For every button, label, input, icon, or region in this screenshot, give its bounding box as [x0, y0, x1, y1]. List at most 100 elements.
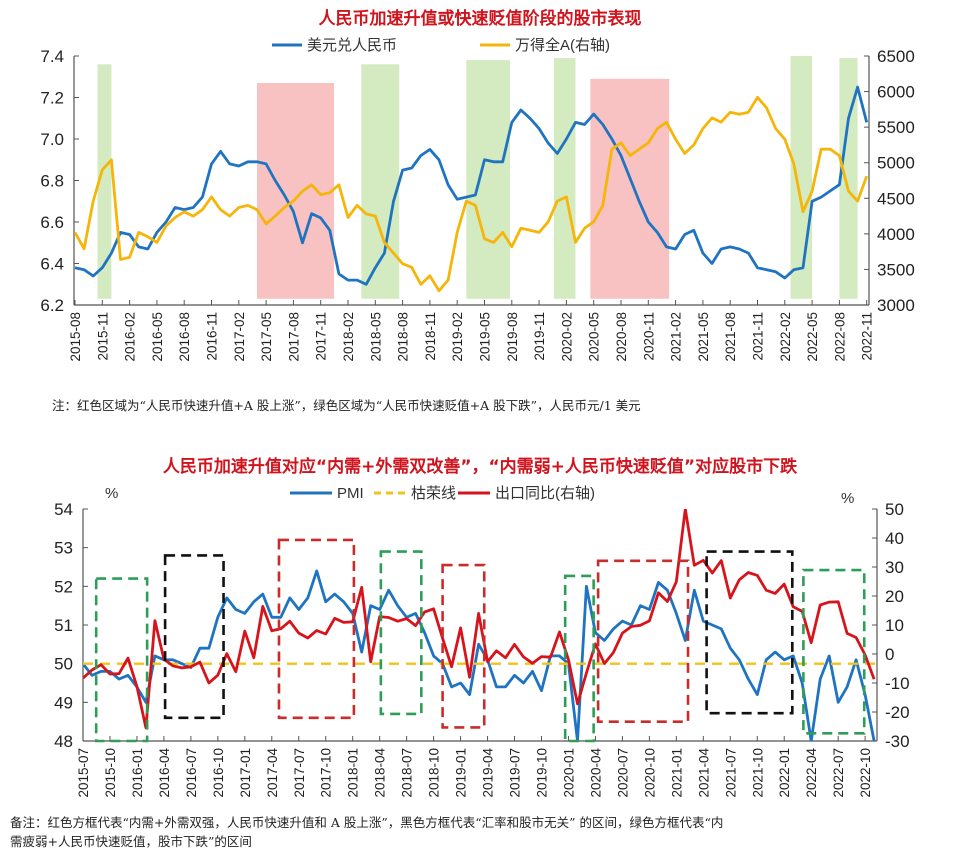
x-tick-label: 2016-01: [130, 748, 145, 798]
series-line-0: [74, 85, 869, 286]
x-tick-label: 2018-02: [341, 312, 356, 362]
shaded-region-green: [553, 58, 576, 299]
box-black: [705, 550, 794, 715]
right-tick-label: 5500: [877, 118, 915, 137]
legend-label: 出口同比(右轴): [495, 485, 595, 502]
x-tick-label: 2020-10: [642, 748, 657, 798]
x-tick-label: 2018-10: [427, 748, 442, 798]
series-line-2: [83, 509, 876, 730]
left-tick-label: 54: [54, 500, 73, 519]
right-tick-label: 4500: [877, 189, 915, 208]
x-tick-label: 2015-08: [68, 312, 83, 362]
box-green: [802, 568, 866, 735]
x-tick-label: 2019-11: [532, 312, 547, 361]
legend-label: 美元兑人民币: [307, 37, 397, 54]
left-tick-label: 49: [54, 693, 73, 712]
shaded-region-red: [257, 82, 335, 299]
chart1-title: 人民币加速升值或快速贬值阶段的股市表现: [318, 9, 642, 29]
right-tick-label: 6000: [877, 83, 915, 102]
x-tick-label: 2015-11: [95, 312, 110, 361]
x-tick-label: 2019-04: [481, 748, 496, 798]
shaded-region-red: [590, 78, 670, 299]
right-axis-unit: %: [841, 490, 854, 507]
box-black: [163, 554, 225, 720]
x-tick-label: 2022-01: [777, 748, 792, 798]
right-tick-label: -10: [885, 674, 910, 693]
right-tick-label: 40: [885, 529, 904, 548]
x-tick-label: 2016-02: [123, 312, 138, 362]
right-tick-label: 3000: [877, 296, 915, 315]
x-tick-label: 2019-10: [534, 748, 549, 798]
x-tick-label: 2019-08: [505, 312, 520, 362]
right-tick-label: 50: [885, 500, 904, 519]
right-tick-label: 6500: [877, 47, 915, 66]
x-tick-label: 2021-01: [669, 748, 684, 798]
x-tick-label: 2017-10: [319, 748, 334, 798]
x-tick-label: 2019-01: [454, 748, 469, 798]
x-tick-label: 2020-08: [614, 312, 629, 362]
x-tick-label: 2017-08: [286, 312, 301, 362]
chart2-note-line1: 备注：红色方框代表“内需+外需双强，人民币快速升值和 A 股上涨”，黑色方框代表…: [10, 815, 724, 830]
left-tick-label: 6.2: [40, 296, 64, 315]
x-tick-label: 2020-04: [588, 748, 603, 798]
box-red: [596, 559, 690, 723]
shaded-region-green: [839, 58, 858, 299]
shaded-region-green: [97, 64, 112, 299]
x-tick-label: 2020-05: [587, 312, 602, 362]
x-tick-label: 2017-05: [259, 312, 274, 362]
x-tick-label: 2020-07: [615, 748, 630, 798]
x-tick-label: 2021-08: [723, 312, 738, 362]
right-tick-label: 10: [885, 616, 904, 635]
x-tick-label: 2017-01: [238, 748, 253, 798]
left-tick-label: 7.2: [40, 89, 64, 108]
box-green: [379, 550, 423, 716]
x-tick-label: 2021-07: [723, 748, 738, 798]
x-tick-label: 2015-07: [76, 748, 91, 798]
x-tick-label: 2017-11: [314, 312, 329, 361]
box-green: [563, 574, 595, 743]
plot-area: [83, 509, 877, 741]
x-tick-label: 2022-10: [858, 748, 873, 798]
left-axis-unit: %: [105, 485, 118, 502]
left-tick-label: 7.0: [40, 130, 64, 149]
legend-label: 枯荣线: [411, 485, 456, 502]
x-tick-label: 2017-02: [232, 312, 247, 362]
x-tick-label: 2019-07: [508, 748, 523, 798]
x-tick-label: 2018-04: [373, 748, 388, 798]
x-tick-label: 2015-10: [103, 748, 118, 798]
left-tick-label: 6.6: [40, 213, 64, 232]
chart2-pmi-vs-exports: 54 53 52 51 50 49 48 50 40 30 20 10 0 -10 -20 -30 2015-0…: [54, 485, 910, 798]
x-tick-label: 2016-04: [157, 748, 172, 798]
x-tick-label: 2022-04: [804, 748, 819, 798]
x-tick-label: 2018-08: [396, 312, 411, 362]
x-tick-label: 2020-11: [641, 312, 656, 361]
series-line-1: [74, 95, 869, 293]
series-line-0: [83, 569, 876, 741]
right-tick-label: -30: [885, 732, 910, 751]
legend-label: PMI: [337, 485, 364, 502]
chart2-note-line2: 需疲弱+人民币快速贬值，股市下跌”的区间: [10, 834, 252, 849]
x-tick-label: 2018-07: [400, 748, 415, 798]
x-tick-label: 2021-02: [669, 312, 684, 362]
left-tick-label: 48: [54, 732, 73, 751]
left-tick-label: 6.8: [40, 172, 64, 191]
x-tick-label: 2017-07: [292, 748, 307, 798]
right-tick-label: 5000: [877, 154, 915, 173]
x-tick-label: 2022-08: [832, 312, 847, 362]
chart2-title: 人民币加速升值对应“内需+外需双改善”，“内需弱+人民币快速贬值”对应股市下跌: [162, 457, 798, 477]
right-tick-label: -20: [885, 703, 910, 722]
x-tick-label: 2016-08: [177, 312, 192, 362]
x-tick-label: 2016-05: [150, 312, 165, 362]
x-tick-label: 2022-02: [778, 312, 793, 362]
plot-area: [74, 85, 869, 293]
x-tick-label: 2022-07: [831, 748, 846, 798]
right-tick-label: 0: [885, 645, 894, 664]
x-tick-label: 2020-01: [561, 748, 576, 798]
box-red: [441, 563, 486, 729]
x-tick-label: 2019-05: [478, 312, 493, 362]
x-tick-label: 2018-01: [346, 748, 361, 798]
left-tick-label: 6.4: [40, 255, 64, 274]
x-tick-label: 2022-05: [805, 312, 820, 362]
x-tick-label: 2019-02: [450, 312, 465, 362]
left-tick-label: 7.4: [40, 47, 64, 66]
